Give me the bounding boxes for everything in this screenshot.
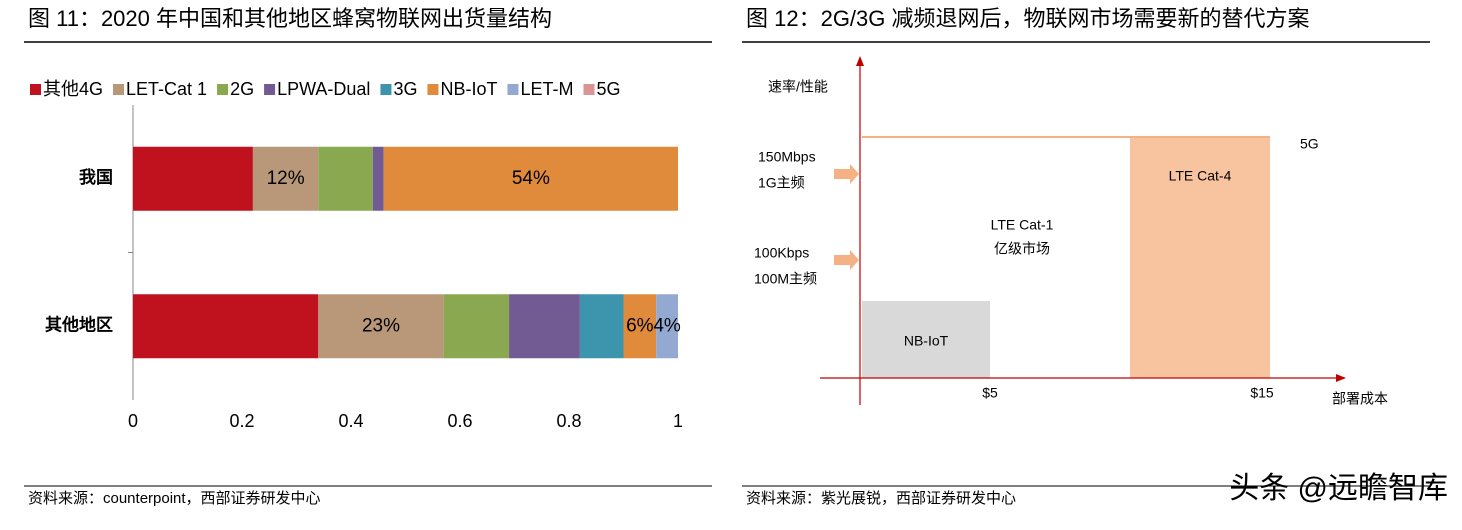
arrow [834, 164, 859, 184]
bar-segment [252, 146, 319, 211]
x-tick-label: 0.4 [338, 411, 363, 431]
source: 资料来源：紫光展锐，西部证券研发中心 [746, 490, 1016, 507]
bar-segment [133, 294, 319, 359]
legend-swatch [264, 84, 276, 95]
box-label: LTE Cat-1 [991, 217, 1054, 233]
x-tick-label: 0.8 [556, 411, 581, 431]
y-axis-label: 速率/性能 [768, 79, 828, 95]
legend-label: 3G [393, 79, 417, 99]
legend-swatch [30, 84, 41, 95]
box-label: NB-IoT [904, 333, 949, 349]
bar-segment [318, 146, 373, 211]
y-label: 150Mbps [758, 149, 816, 165]
watermark: 头条 @远瞻智库 [1229, 472, 1448, 505]
diagram: 速率/性能 部署成本 150Mbps 1G主频 100Kbps 100M主频 $… [754, 56, 1388, 407]
chart: 我国 12% 54% 其他地区 23% 6% 4% 0 0.2 0.4 0.6 0.8 1 其他4G LET… [30, 79, 683, 431]
bar-segment [383, 146, 678, 211]
legend-label: LET-Cat 1 [126, 79, 207, 99]
legend-swatch [583, 84, 595, 95]
x-label: $5 [982, 385, 998, 401]
legend-swatch [427, 84, 439, 95]
x-tick-label: 0 [128, 411, 138, 431]
x-axis-label: 部署成本 [1332, 391, 1388, 407]
bar-segment [623, 294, 657, 359]
bar-segment [372, 146, 384, 211]
legend-label: LET-M [520, 79, 573, 99]
value-label: 4% [653, 315, 681, 336]
x-tick-label: 0.6 [447, 411, 472, 431]
legend-label: LPWA-Dual [277, 79, 370, 99]
cat4-box [1130, 137, 1270, 378]
legend-label: 其他4G [43, 79, 103, 99]
legend-label: 2G [230, 79, 254, 99]
legend-swatch [217, 84, 229, 95]
legend-label: NB-IoT [440, 79, 497, 99]
legend-swatch [113, 84, 125, 95]
bar-segment [443, 294, 510, 359]
nb-iot-box [862, 301, 990, 378]
bar-segment [133, 146, 253, 211]
value-label: 6% [626, 315, 654, 336]
figure-title: 图 12：2G/3G 减频退网后，物联网市场需要新的替代方案 [746, 6, 1310, 31]
y-label: 100M主频 [754, 271, 817, 287]
legend-swatch [380, 84, 392, 95]
source: 资料来源：counterpoint，西部证券研发中心 [28, 490, 321, 507]
box-label: 5G [1300, 136, 1319, 152]
y-label: 1G主频 [758, 175, 805, 191]
bar-segment [318, 294, 444, 359]
legend-swatch [507, 84, 519, 95]
arrow-head [1336, 374, 1346, 382]
box-label: 亿级市场 [994, 241, 1050, 257]
x-tick-label: 1 [673, 411, 683, 431]
value-label: 54% [512, 168, 550, 189]
x-label: $15 [1250, 385, 1274, 401]
x-tick-label: 0.2 [229, 411, 254, 431]
bar-segment [509, 294, 580, 359]
value-label: 12% [267, 168, 305, 189]
category-label: 其他地区 [45, 315, 113, 335]
bar-segment [579, 294, 624, 359]
legend-label: 5G [596, 79, 620, 99]
arrow [834, 250, 859, 270]
arrow-head [856, 56, 864, 66]
bar-segment [656, 294, 678, 359]
y-label: 100Kbps [754, 245, 809, 261]
category-label: 我国 [79, 168, 113, 187]
box-label: LTE Cat-4 [1169, 168, 1232, 184]
figure-title: 图 11：2020 年中国和其他地区蜂窝物联网出货量结构 [28, 6, 552, 31]
value-label: 23% [362, 315, 400, 336]
